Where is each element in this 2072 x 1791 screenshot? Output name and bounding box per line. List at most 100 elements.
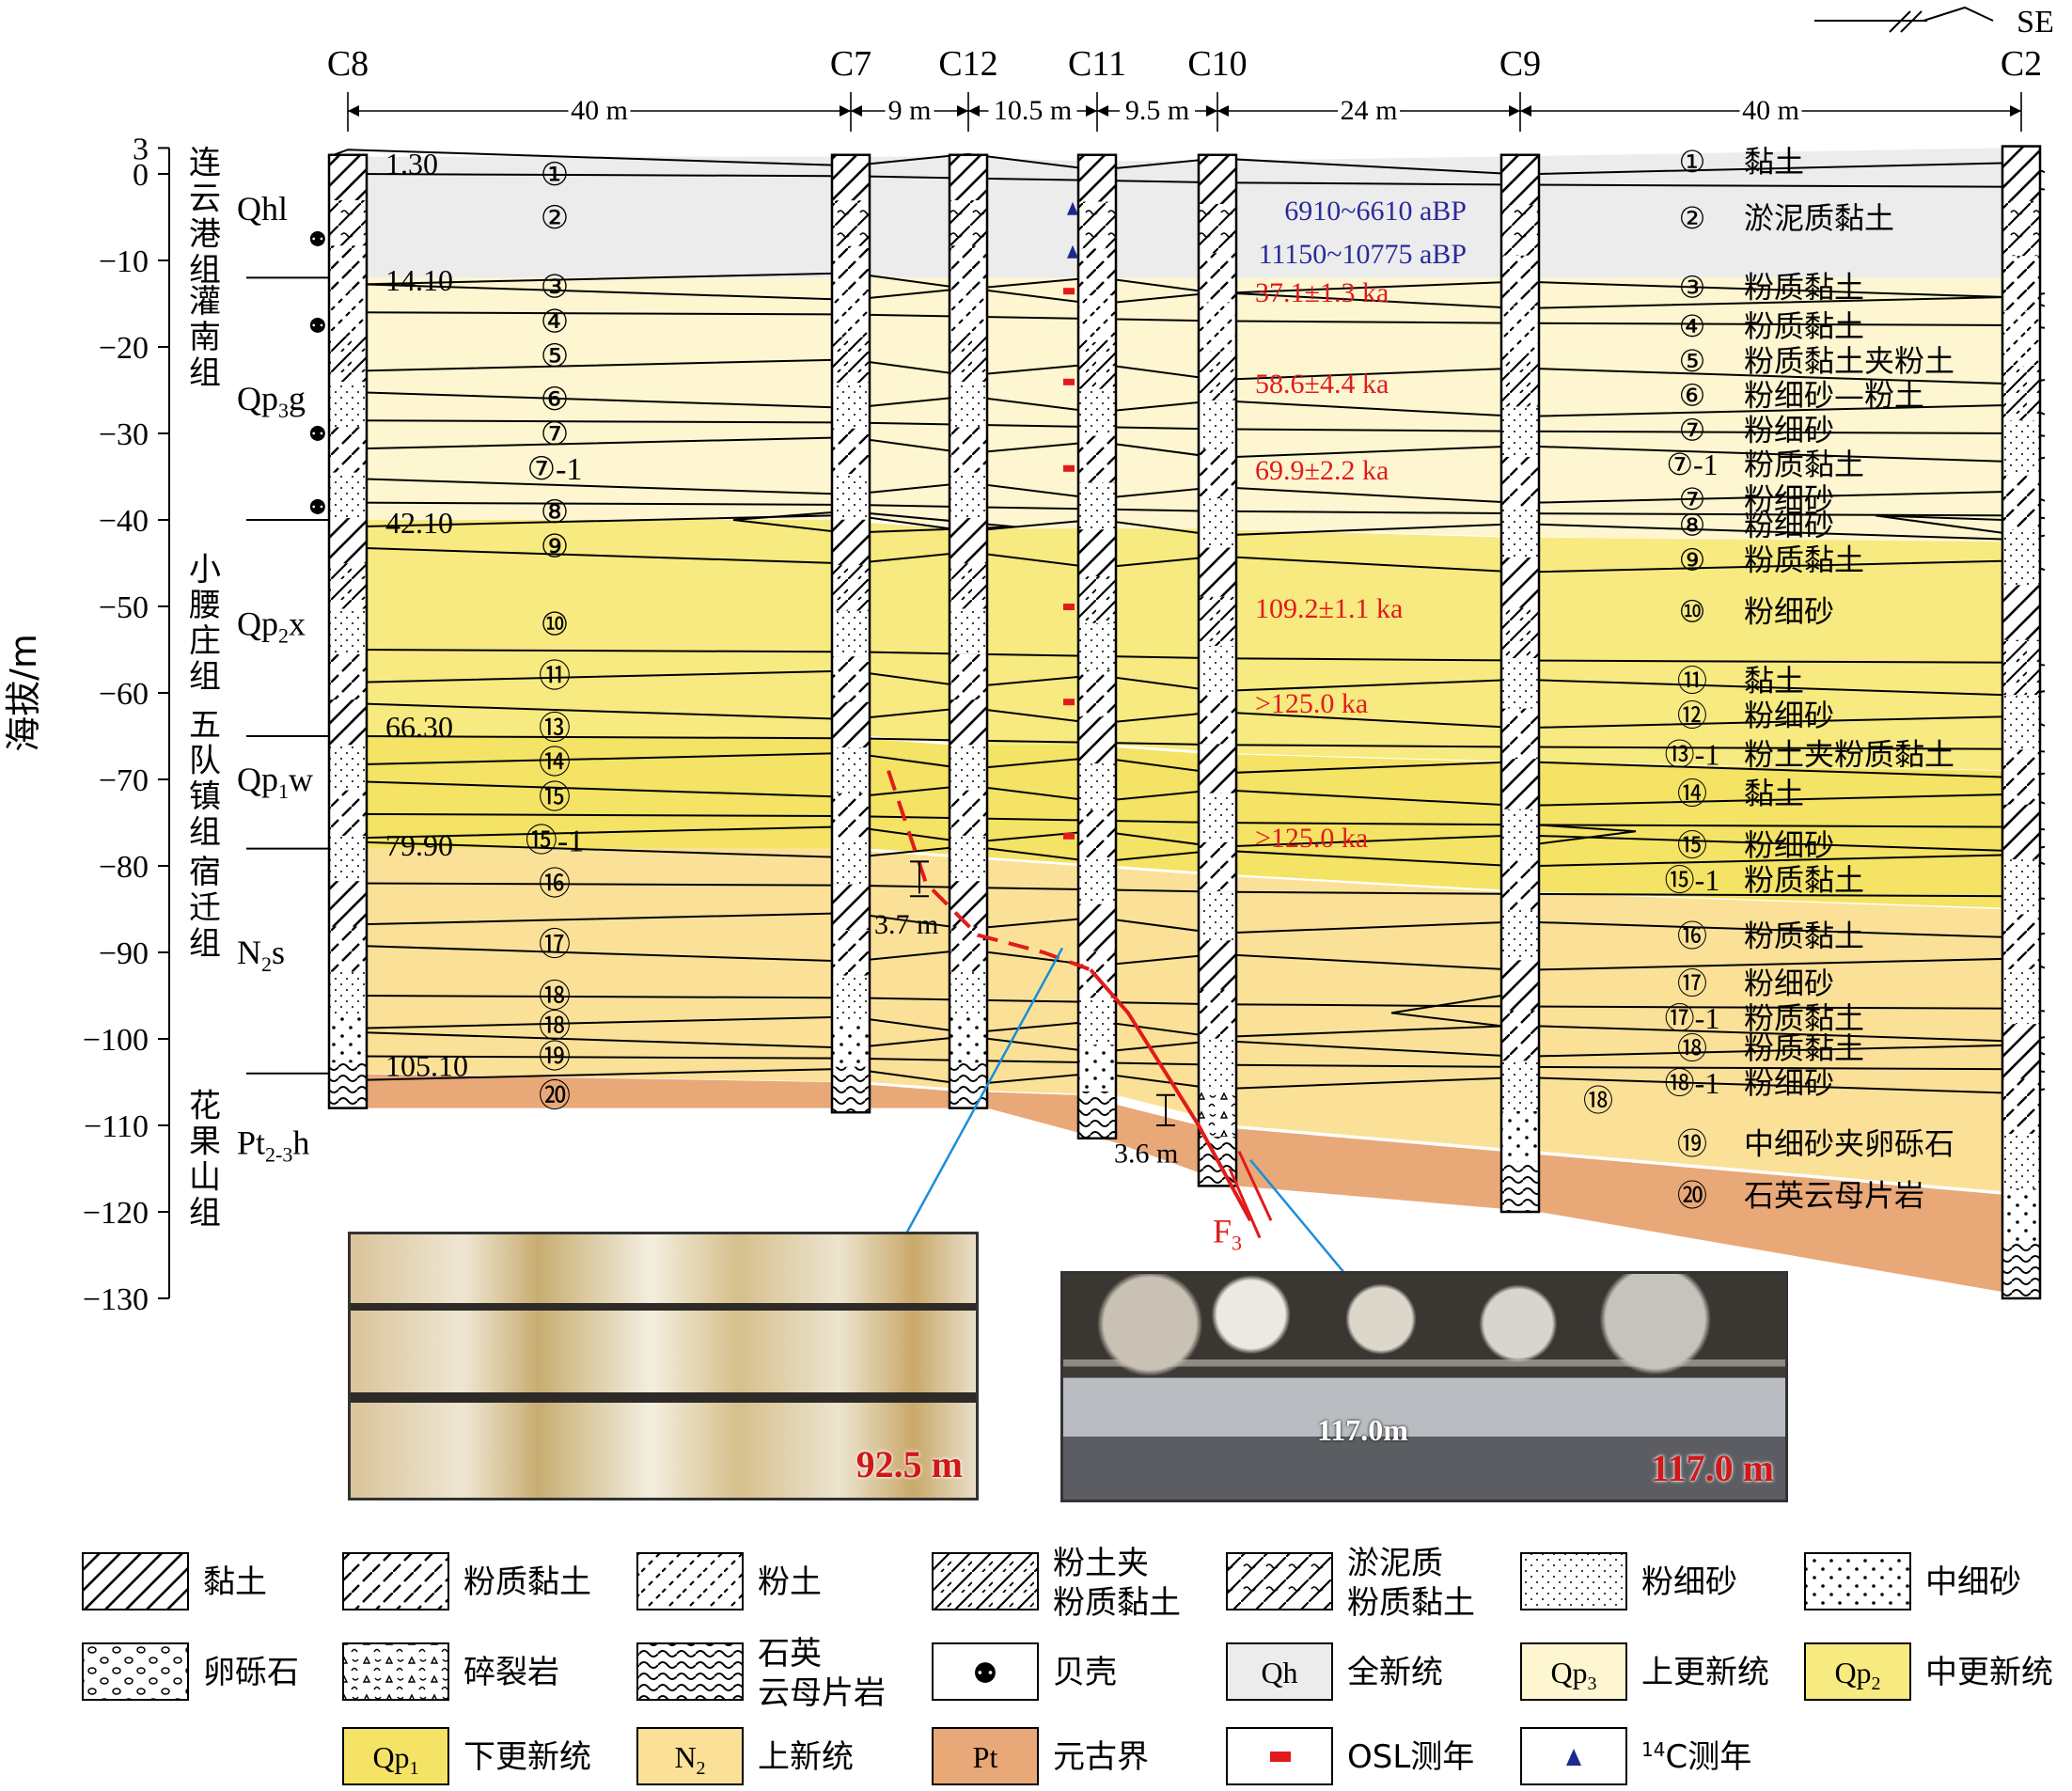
orientation-symbol (1814, 6, 1994, 33)
column-segment (1199, 1087, 1236, 1138)
legend-label: 中更新统 (1925, 1654, 2053, 1691)
spacing-label: 10.5 m (994, 95, 1072, 126)
c14-marker (1067, 244, 1078, 259)
layer-number: ⑪ (1677, 664, 1707, 698)
layer-number: ⑩ (1679, 595, 1706, 629)
column-frame (1499, 153, 1541, 1214)
osl-date: 37.1±1.3 ka (1255, 277, 1389, 308)
legend-item-Pt: Pt 元古界 (932, 1727, 1149, 1785)
shell-icon: ⚉ (308, 423, 327, 447)
orientation-label: SE (2017, 5, 2054, 39)
formation-name: 组 (189, 252, 221, 290)
legend-swatch (932, 1727, 1039, 1785)
osl-marker (1063, 832, 1075, 840)
formation-name: 灌 (189, 283, 221, 321)
column-segment (1078, 622, 1116, 670)
column-segment (329, 1017, 367, 1063)
layer-number: ⑤ (1679, 344, 1706, 378)
offset-bracket (1156, 1093, 1175, 1126)
shell-icon: ⚉ (973, 1657, 998, 1690)
column-segment (2002, 1133, 2040, 1189)
column-segment (1199, 596, 1236, 646)
column-segment (329, 245, 367, 291)
column-segment (2002, 1188, 2040, 1244)
formation-name: 组 (189, 1194, 221, 1232)
formation-name: 连 (189, 145, 221, 182)
layer-number: ⑱ (539, 979, 571, 1014)
borehole-label: C7 (830, 44, 871, 84)
legend-label: 下更新统 (463, 1738, 591, 1776)
borehole-c8: ⚉ ⚉ ⚉ ⚉ (308, 153, 369, 1109)
legend-label: 上新统 (758, 1738, 854, 1776)
column-segment (1078, 529, 1116, 577)
layer-number: ⑦ (1679, 482, 1706, 516)
column-frame (1076, 153, 1118, 1140)
fault-f3: F3 3.7 m 3.6 m (874, 770, 1273, 1254)
spacing-label: 40 m (571, 95, 628, 126)
column-segment (2002, 420, 2040, 476)
layer-number: ⑱ (1583, 1083, 1613, 1117)
borehole-c2 (2001, 145, 2042, 1300)
column-segment (1199, 400, 1236, 450)
column-segment (832, 610, 870, 657)
lens (1390, 995, 1502, 1028)
column-segment (832, 1066, 870, 1113)
column-segment (950, 926, 987, 972)
spacing-label-bg (1120, 98, 1195, 124)
column-segment (950, 653, 987, 700)
column-frame (327, 153, 369, 1109)
column-segment (1199, 547, 1236, 597)
layer-name: 粉质黏土夹粉土 (1744, 343, 1954, 379)
column-segment (950, 835, 987, 882)
column-frame (948, 153, 989, 1109)
formation-name: 队 (189, 743, 221, 780)
axis-title: 海拔/m (3, 634, 44, 752)
legend-label: 粉质黏土 (463, 1563, 591, 1601)
layer-number: ③ (541, 271, 569, 306)
column-segment (1078, 482, 1116, 530)
column-segment (329, 745, 367, 791)
legend-item-c14: 14C测年 (1520, 1727, 1751, 1785)
column-segment (832, 839, 870, 885)
column-segment (832, 154, 870, 201)
legend-label: 14C测年 (1641, 1738, 1751, 1776)
osl-date: 69.9±2.2 ka (1255, 455, 1389, 486)
legend-swatch (636, 1727, 744, 1785)
fault-arrow (1228, 1150, 1273, 1239)
axis-tick-label: −10 (99, 244, 149, 279)
legend-swatch (342, 1642, 449, 1701)
column-segment (950, 427, 987, 473)
column-segment (329, 382, 367, 428)
formation-name: 镇 (189, 778, 221, 816)
column-segment (1501, 558, 1539, 608)
column-segment (1501, 909, 1539, 961)
axis-tick-label: −20 (99, 331, 149, 366)
column-segment (329, 971, 367, 1018)
axis-tick-label: −130 (83, 1282, 149, 1317)
layer-name: 黏土 (1744, 776, 1804, 811)
legend-swatch (1804, 1642, 1911, 1701)
column-segment (1078, 810, 1116, 857)
column-segment (329, 835, 367, 882)
legend-item-Qh: Qh 全新统 (1226, 1642, 1443, 1701)
axis-tick-label: −70 (99, 763, 149, 798)
column-segment (1501, 306, 1539, 356)
column-frame (1197, 153, 1238, 1187)
column-segment (832, 793, 870, 840)
core-photo-117m: 117.0m 117.0 m (1060, 1271, 1788, 1502)
layer-name: 粉细砂 (1744, 1065, 1834, 1101)
column-segment (2002, 804, 2040, 860)
layer-number: ② (1679, 201, 1706, 235)
layer-name: 粉质黏土 (1744, 1030, 1864, 1066)
column-segment (1078, 1045, 1116, 1092)
axis-tick-label: −100 (83, 1023, 149, 1058)
column-segment (1199, 989, 1236, 1039)
borehole-label: C8 (327, 44, 369, 84)
c14-date: 6910~6610 aBP (1284, 196, 1467, 227)
layer-name: 粉细砂 (1744, 966, 1834, 1001)
legend-swatch (342, 1727, 449, 1785)
column-segment (950, 517, 987, 564)
borehole-label: C2 (2001, 44, 2042, 84)
formation-name: 腰 (189, 587, 221, 624)
borehole-c10 (1197, 153, 1238, 1187)
